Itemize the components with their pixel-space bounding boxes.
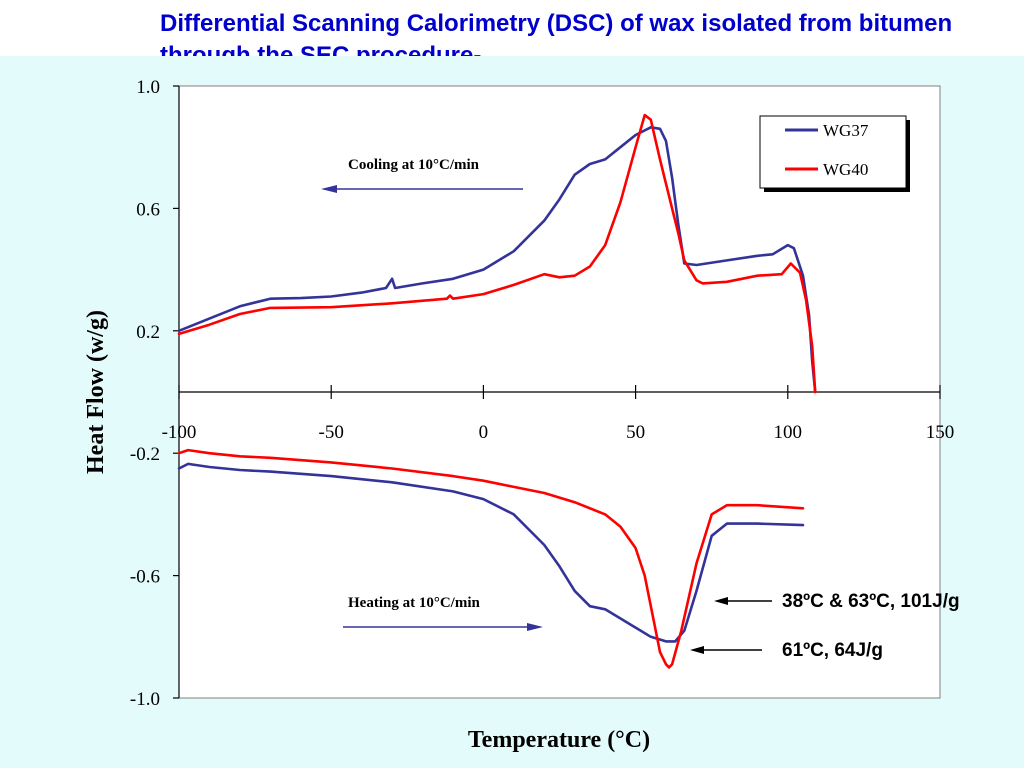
y-axis-title: Heat Flow (w/g) <box>83 310 109 474</box>
series-wg40-cooling-line <box>177 113 817 394</box>
series-wg37-cooling-line <box>177 126 817 394</box>
x-tick-label: 0 <box>479 422 489 443</box>
cooling-annotation: Cooling at 10°C/min <box>348 157 480 173</box>
heating-arrow <box>343 623 543 631</box>
legend: WG37 WG40 <box>759 115 910 192</box>
legend-box <box>759 115 907 189</box>
peak-arrow-wg37 <box>714 597 772 605</box>
x-tick-label: 150 <box>926 422 955 443</box>
x-tick-label: 50 <box>626 422 645 443</box>
x-tick-label: -100 <box>162 422 197 443</box>
legend-label-wg40: WG40 <box>823 160 868 179</box>
legend-label-wg37: WG37 <box>823 121 869 140</box>
y-tick-label: -0.2 <box>130 444 160 465</box>
peak-label-wg37: 38ºC & 63ºC, 101J/g <box>782 591 960 612</box>
x-axis-title: Temperature (°C) <box>468 727 650 753</box>
cooling-arrow <box>321 185 523 193</box>
slide-title: Differential Scanning Calorimetry (DSC) … <box>160 10 953 69</box>
x-tick-label: 100 <box>774 422 803 443</box>
y-tick-label: -1.0 <box>130 689 160 710</box>
y-tick-label: 0.2 <box>136 322 160 343</box>
series-wg40-heating-line <box>177 448 805 669</box>
y-tick-label: -0.6 <box>130 567 160 588</box>
peak-arrow-wg40 <box>690 646 762 654</box>
y-tick-label: 0.6 <box>136 199 160 220</box>
x-tick-label: -50 <box>319 422 344 443</box>
series-wg37-heating-line <box>177 462 805 643</box>
y-tick-label: 1.0 <box>136 77 160 98</box>
peak-label-wg40: 61ºC, 64J/g <box>782 640 883 661</box>
heating-annotation: Heating at 10°C/min <box>348 595 480 611</box>
